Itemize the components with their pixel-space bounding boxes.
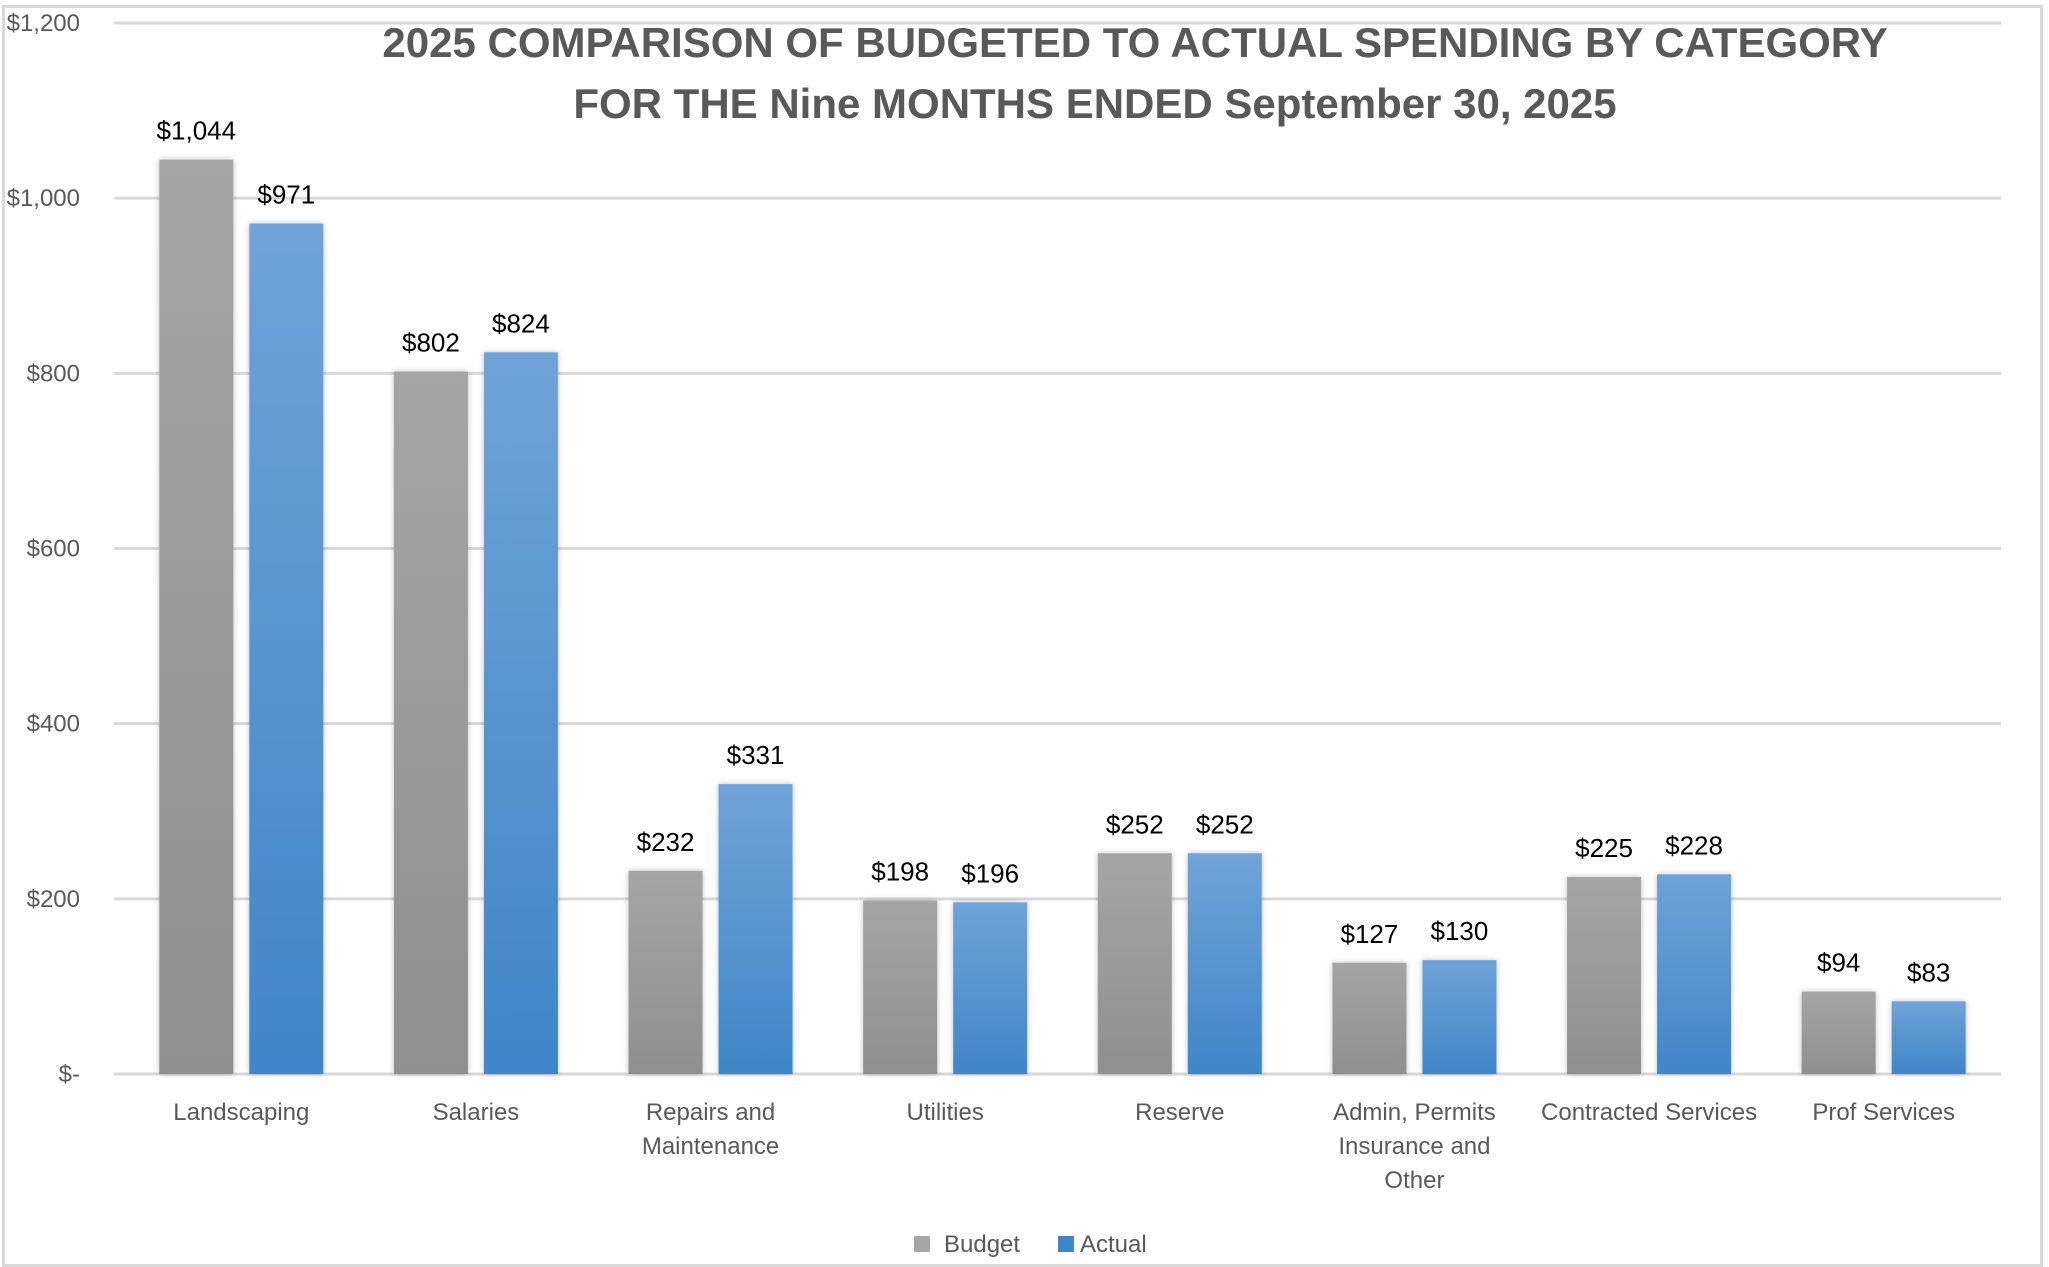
data-label-budget: $232	[637, 827, 695, 857]
legend-label-budget: Budget	[944, 1231, 1020, 1258]
x-category-label: Salaries	[433, 1099, 520, 1126]
bar-actual	[1422, 960, 1497, 1074]
bar-budget	[393, 371, 468, 1074]
bar-budget	[863, 900, 938, 1074]
chart-subtitle: FOR THE Nine MONTHS ENDED September 30, …	[573, 80, 1616, 127]
data-label-budget: $225	[1575, 833, 1633, 863]
bar-budget	[159, 159, 234, 1074]
data-label-actual: $971	[257, 180, 315, 210]
bar-actual	[718, 784, 793, 1074]
legend: Budget Actual	[914, 1231, 1147, 1258]
bar-actual	[1657, 874, 1732, 1074]
legend-swatch-budget	[914, 1236, 930, 1252]
y-tick-label: $400	[27, 711, 80, 738]
data-label-actual: $130	[1431, 916, 1489, 946]
legend-swatch-actual	[1058, 1236, 1074, 1252]
data-label-budget: $127	[1341, 919, 1399, 949]
x-category-label: Contracted Services	[1541, 1099, 1757, 1126]
x-category-label: Landscaping	[173, 1099, 309, 1126]
chart-title: 2025 COMPARISON OF BUDGETED TO ACTUAL SP…	[382, 19, 1887, 66]
bar-budget	[1801, 991, 1876, 1074]
data-labels: $1,044 $971 $802 $824 $232 $331 $198 $196 $252 $2…	[157, 116, 1951, 988]
y-tick-label: $-	[59, 1061, 80, 1088]
y-tick-label: $800	[27, 360, 80, 387]
y-tick-label: $1,200	[7, 10, 80, 37]
data-label-actual: $824	[492, 308, 550, 338]
bar-actual	[1891, 1001, 1966, 1074]
data-label-actual: $228	[1665, 830, 1723, 860]
bar-actual	[483, 352, 558, 1074]
y-axis-ticks: $- $200 $400 $600 $800 $1,000 $1,200	[7, 10, 80, 1088]
bar-actual	[249, 223, 324, 1075]
bar-actual	[1187, 853, 1262, 1074]
x-category-label: Reserve	[1135, 1099, 1224, 1126]
x-axis-categories: Landscaping Salaries Repairs and Maintenanc…	[173, 1099, 1955, 1194]
data-label-budget: $1,044	[157, 116, 237, 146]
y-tick-label: $200	[27, 886, 80, 913]
data-label-budget: $94	[1817, 948, 1860, 978]
data-label-budget: $802	[402, 328, 460, 358]
y-tick-label: $1,000	[7, 185, 80, 212]
y-tick-label: $600	[27, 536, 80, 563]
x-category-label: Repairs and Maintenance	[642, 1099, 779, 1160]
data-label-actual: $252	[1196, 809, 1254, 839]
bar-budget	[628, 870, 703, 1074]
legend-item-actual: Actual	[1058, 1231, 1147, 1258]
data-label-actual: $331	[727, 740, 785, 770]
bar-budget	[1097, 853, 1172, 1074]
data-label-actual: $196	[961, 858, 1019, 888]
data-label-budget: $198	[871, 857, 929, 887]
bar-budget	[1567, 876, 1642, 1074]
legend-item-budget: Budget	[914, 1231, 1020, 1258]
bars	[159, 159, 1966, 1075]
bar-budget	[1332, 962, 1407, 1074]
x-category-label: Utilities	[907, 1099, 984, 1126]
x-category-label: Admin, Permits Insurance and Other	[1333, 1099, 1496, 1194]
bar-actual	[953, 902, 1028, 1074]
data-label-budget: $252	[1106, 809, 1164, 839]
x-category-label: Prof Services	[1812, 1099, 1955, 1126]
legend-label-actual: Actual	[1080, 1231, 1147, 1258]
data-label-actual: $83	[1907, 957, 1950, 987]
